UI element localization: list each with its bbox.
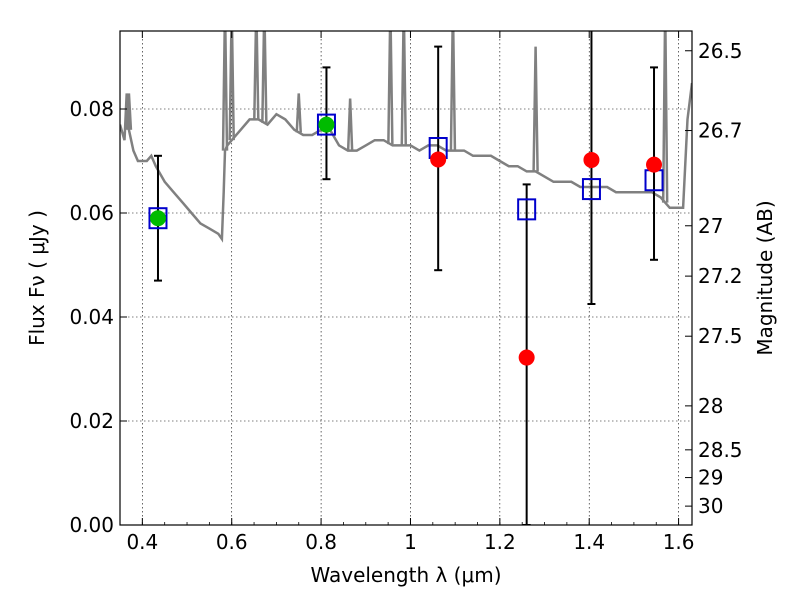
emission-spike bbox=[400, 31, 408, 146]
mag-tick-label: 30 bbox=[698, 494, 723, 518]
emission-spike bbox=[261, 31, 268, 123]
y-tick-label: 0.08 bbox=[69, 97, 114, 121]
red-data-point bbox=[430, 151, 447, 168]
green-data-point bbox=[149, 210, 166, 227]
mag-tick-label: 29 bbox=[698, 466, 723, 490]
emission-spike bbox=[387, 31, 394, 145]
green-data-point bbox=[318, 116, 335, 133]
template-spectrum-line bbox=[120, 82, 692, 243]
plot-frame bbox=[119, 30, 693, 526]
mag-tick-label: 26.7 bbox=[698, 119, 743, 143]
emission-spike bbox=[532, 46, 539, 172]
x-tick-label: 0.6 bbox=[216, 530, 248, 554]
magnitude-axis-label: Magnitude (AB) bbox=[753, 200, 777, 355]
emission-spike bbox=[295, 93, 302, 133]
x-tick-label: 1.4 bbox=[573, 530, 605, 554]
red-data-point bbox=[646, 156, 663, 173]
emission-spike bbox=[221, 31, 229, 151]
x-tick-label: 1.2 bbox=[484, 530, 516, 554]
x-tick-label: 0.8 bbox=[305, 530, 337, 554]
mag-tick-label: 27.5 bbox=[698, 324, 743, 348]
x-tick-label: 0.4 bbox=[126, 530, 158, 554]
red-data-point bbox=[518, 349, 535, 366]
y-tick-label: 0.02 bbox=[69, 409, 114, 433]
y-tick-label: 0.06 bbox=[69, 201, 114, 225]
y-tick-label: 0.04 bbox=[69, 305, 114, 329]
mag-tick-label: 26.5 bbox=[698, 39, 743, 63]
emission-spike bbox=[228, 31, 235, 141]
y-tick-label: 0.00 bbox=[69, 513, 114, 537]
emission-spike bbox=[125, 93, 133, 130]
data-series bbox=[120, 31, 692, 525]
x-axis-label: Wavelength λ (μm) bbox=[310, 563, 501, 587]
photometry-square-marker bbox=[148, 207, 168, 230]
emission-spike bbox=[661, 31, 669, 203]
red-data-point bbox=[583, 151, 600, 168]
x-tick-label: 1 bbox=[404, 530, 417, 554]
axis-ticks: 0.4 0.6 0.8 1 1.2 1.4 1.6 0.00 0.02 0.04 0.06 0.08 2… bbox=[69, 31, 743, 554]
mag-tick-label: 27.2 bbox=[698, 264, 743, 288]
emission-spike bbox=[346, 98, 354, 151]
photometry-square-marker bbox=[316, 113, 336, 136]
x-tick-label: 1.6 bbox=[663, 530, 695, 554]
mag-tick-label: 28.5 bbox=[698, 438, 743, 462]
photometry-square-marker bbox=[581, 178, 601, 201]
y-axis-label: Flux Fν ( μJy ) bbox=[25, 210, 49, 346]
mag-tick-label: 27 bbox=[698, 214, 723, 238]
emission-spike bbox=[449, 31, 457, 151]
photometry-square-marker bbox=[517, 198, 537, 221]
mag-tick-label: 28 bbox=[698, 394, 723, 418]
emission-spike bbox=[253, 31, 260, 120]
